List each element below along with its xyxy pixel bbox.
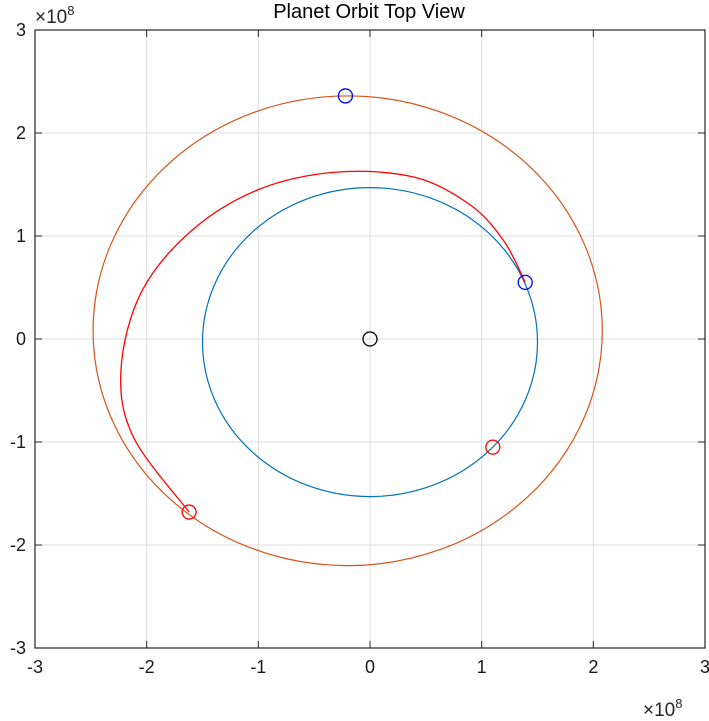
x-tick-label: 2 [588, 657, 598, 677]
arrival-marker [181, 504, 197, 520]
x-tick-label: 0 [365, 657, 375, 677]
y-tick-label: -1 [10, 432, 26, 452]
chart-title: Planet Orbit Top View [273, 1, 465, 23]
x-tick-label: 1 [477, 657, 487, 677]
y-tick-label: 3 [16, 20, 26, 40]
transfer-arc-line [120, 170, 526, 513]
x-tick-label: 3 [700, 657, 709, 677]
y-tick-label: 1 [16, 226, 26, 246]
x-axis-exponent: ×108 [643, 696, 682, 721]
grid-lines [34, 29, 706, 649]
sun-marker [362, 331, 378, 347]
orbit-line-2 [92, 95, 603, 567]
target-at-departure-marker [337, 88, 354, 104]
y-tick-label: 0 [16, 329, 26, 349]
x-tick-label: -2 [139, 657, 155, 677]
origin-at-arrival-marker [485, 439, 501, 455]
departure-marker [517, 274, 533, 291]
x-tick-label: -3 [27, 657, 43, 677]
orbit-series [92, 95, 603, 567]
x-tick-label: -1 [250, 657, 266, 677]
y-tick-label: 2 [16, 123, 26, 143]
y-tick-label: -2 [10, 535, 26, 555]
y-tick-label: -3 [10, 638, 26, 658]
y-axis-exponent: ×108 [35, 3, 74, 28]
planet-markers [181, 88, 533, 520]
orbit-line-1 [201, 186, 539, 498]
axis-ticks: -3 -2 -1 0 1 2 3 -3 -2 -1 0 1 2 3 [10, 20, 709, 677]
